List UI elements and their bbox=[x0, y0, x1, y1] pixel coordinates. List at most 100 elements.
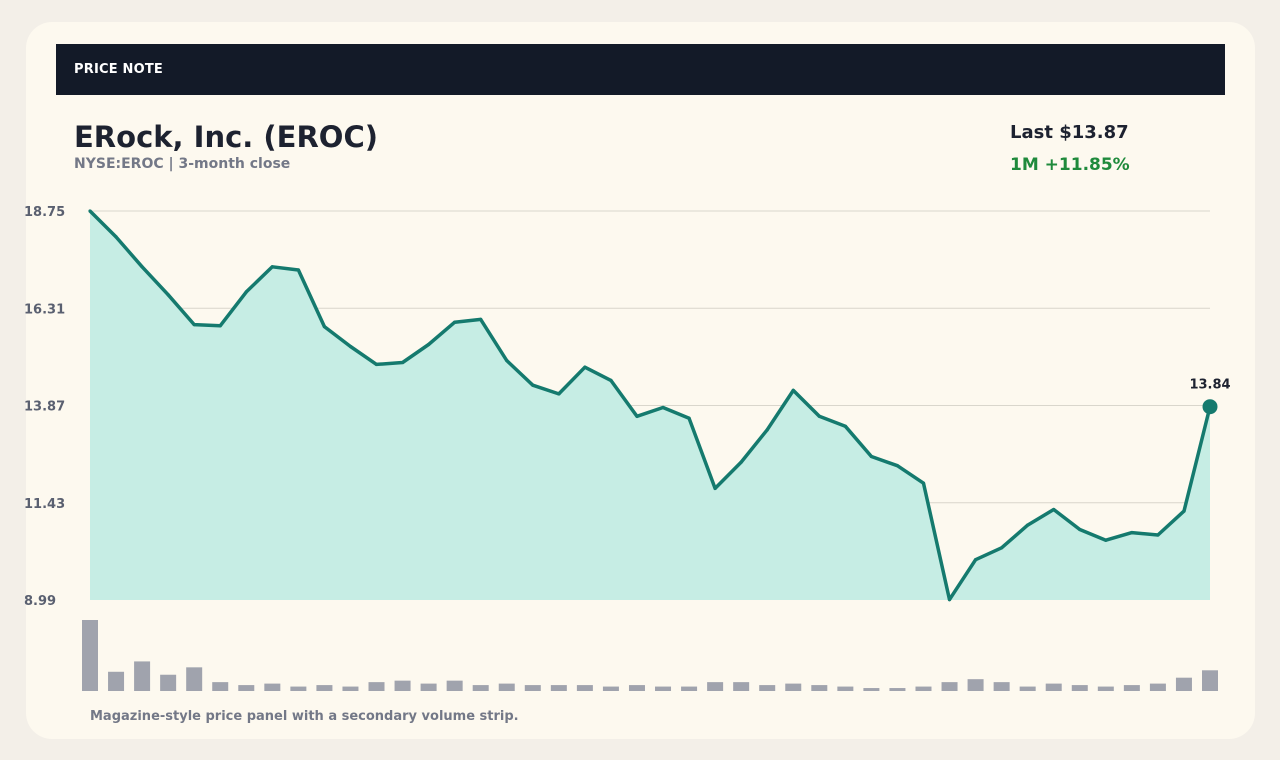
y-tick-label: 18.75 bbox=[24, 205, 65, 220]
volume-bar bbox=[1175, 677, 1192, 691]
price-point bbox=[296, 268, 300, 272]
volume-bar bbox=[524, 685, 541, 691]
price-point bbox=[1130, 531, 1134, 535]
volume-bar bbox=[576, 685, 593, 691]
one-month-change: 1M +11.85% bbox=[1010, 155, 1130, 175]
price-point bbox=[921, 481, 926, 485]
volume-bar bbox=[186, 667, 203, 691]
volume-bar bbox=[811, 685, 828, 691]
volume-bar bbox=[837, 686, 854, 691]
volume-bar bbox=[889, 688, 906, 691]
price-point bbox=[400, 360, 405, 365]
volume-bar bbox=[1045, 683, 1062, 691]
volume-bar bbox=[446, 680, 463, 691]
volume-bar bbox=[733, 682, 750, 691]
volume-bar bbox=[915, 686, 932, 691]
price-point bbox=[635, 414, 639, 418]
volume-bar bbox=[498, 683, 515, 691]
volume-bar bbox=[759, 685, 776, 691]
price-point bbox=[427, 342, 431, 347]
price-point bbox=[1104, 538, 1108, 542]
price-point bbox=[505, 358, 509, 363]
volume-bar bbox=[1123, 685, 1140, 691]
y-tick-label: 13.87 bbox=[24, 400, 65, 415]
volume-bar bbox=[342, 686, 359, 691]
price-point bbox=[531, 383, 535, 387]
price-point bbox=[713, 486, 717, 491]
price-point bbox=[973, 558, 978, 562]
price-point bbox=[192, 322, 196, 327]
price-point bbox=[479, 317, 483, 322]
volume-bar bbox=[264, 683, 281, 691]
volume-bar bbox=[212, 682, 229, 691]
volume-bar bbox=[628, 685, 645, 691]
volume-strip bbox=[82, 620, 1218, 691]
header-bar: PRICE NOTE bbox=[56, 44, 1225, 95]
price-point bbox=[1078, 527, 1082, 532]
price-point bbox=[557, 392, 561, 396]
price-point bbox=[218, 324, 222, 328]
price-point bbox=[791, 388, 795, 392]
volume-bar bbox=[941, 682, 958, 691]
price-point bbox=[88, 209, 92, 213]
volume-bar bbox=[967, 679, 984, 691]
volume-bar bbox=[108, 671, 125, 691]
price-point bbox=[1026, 523, 1030, 527]
price-point bbox=[609, 378, 613, 382]
chart-subtitle: NYSE:EROC | 3-month close bbox=[74, 156, 291, 172]
volume-bar bbox=[550, 685, 567, 691]
volume-bar bbox=[316, 685, 333, 691]
volume-bar bbox=[1097, 686, 1114, 691]
volume-bar bbox=[1071, 685, 1088, 691]
y-tick-label: 16.31 bbox=[24, 302, 65, 317]
volume-bar bbox=[82, 620, 98, 691]
volume-bar bbox=[134, 661, 151, 691]
price-point bbox=[270, 265, 274, 269]
price-point bbox=[166, 293, 170, 297]
price-point bbox=[1156, 533, 1160, 537]
price-point bbox=[374, 362, 379, 367]
header-label: PRICE NOTE bbox=[74, 62, 164, 77]
price-point bbox=[661, 405, 665, 410]
volume-bar bbox=[785, 683, 802, 691]
volume-bar bbox=[993, 682, 1010, 691]
price-point bbox=[1052, 507, 1056, 512]
volume-bar bbox=[238, 685, 255, 691]
price-point bbox=[244, 290, 248, 294]
price-point bbox=[453, 320, 457, 324]
volume-bar bbox=[707, 682, 724, 691]
price-area bbox=[90, 211, 1210, 600]
volume-bar bbox=[394, 680, 411, 691]
last-price: Last $13.87 bbox=[1010, 122, 1129, 143]
price-point bbox=[348, 344, 353, 349]
volume-bar bbox=[1149, 683, 1166, 691]
volume-bar bbox=[420, 683, 437, 691]
price-point bbox=[947, 598, 952, 602]
price-line bbox=[88, 209, 1212, 602]
footnote: Magazine-style price panel with a second… bbox=[90, 709, 519, 724]
volume-bar bbox=[290, 686, 307, 691]
price-point bbox=[843, 424, 847, 428]
volume-bar bbox=[160, 674, 177, 691]
price-point bbox=[114, 235, 118, 239]
price-point bbox=[869, 454, 873, 459]
volume-bar bbox=[602, 686, 619, 691]
price-points bbox=[88, 209, 1212, 602]
volume-bar bbox=[368, 682, 385, 691]
price-point bbox=[322, 324, 327, 329]
price-point bbox=[140, 265, 144, 269]
price-point bbox=[583, 365, 587, 369]
last-point-marker bbox=[1202, 399, 1218, 415]
chart-title: ERock, Inc. (EROC) bbox=[74, 120, 378, 154]
price-point bbox=[817, 414, 821, 418]
price-point bbox=[739, 460, 743, 464]
price-point bbox=[1000, 546, 1004, 550]
price-point bbox=[687, 416, 691, 420]
price-point bbox=[765, 428, 769, 432]
price-point bbox=[1182, 509, 1186, 513]
last-point-label: 13.84 bbox=[1189, 378, 1230, 393]
volume-bar bbox=[655, 686, 672, 691]
y-axis-ticks: 18.75 16.31 13.87 11.43 8.99 bbox=[24, 205, 65, 609]
y-tick-label: 8.99 bbox=[24, 594, 56, 609]
